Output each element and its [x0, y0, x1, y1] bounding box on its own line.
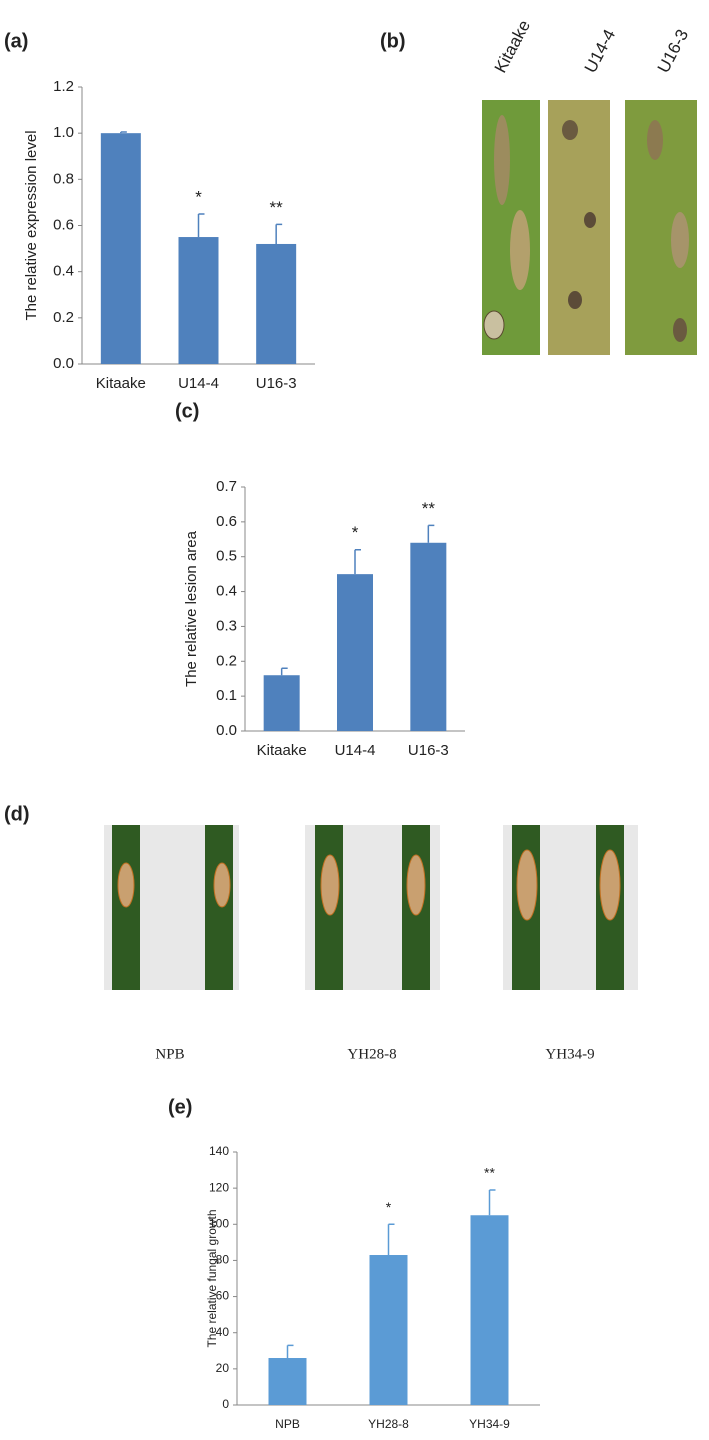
x-tick-label: U14-4	[335, 742, 376, 759]
error-bar	[354, 548, 361, 575]
bar	[470, 1215, 509, 1405]
bar	[268, 1358, 307, 1405]
error-bar	[286, 1344, 294, 1359]
y-tick-label: 120	[209, 1180, 229, 1194]
error-bar	[280, 667, 288, 676]
y-tick-label: 80	[216, 1253, 230, 1267]
y-tick-label: 0.7	[216, 478, 237, 495]
panel-label: (b)	[380, 30, 406, 52]
significance: **	[484, 1165, 495, 1181]
photo-label: YH34-9	[545, 1046, 594, 1062]
bar	[100, 133, 141, 364]
y-tick-label: 60	[216, 1289, 230, 1303]
bar	[369, 1255, 408, 1405]
bar	[263, 675, 300, 731]
y-tick-label: 0.1	[216, 687, 237, 704]
y-tick-label: 0.4	[53, 263, 74, 280]
x-tick-label: U16-3	[408, 742, 449, 759]
significance: *	[386, 1199, 392, 1215]
photo-label: U14-4	[581, 26, 620, 76]
y-tick-label: 0.2	[53, 309, 74, 326]
x-tick-label: YH34-9	[469, 1417, 510, 1431]
y-axis-label: The relative lesion area	[183, 530, 200, 687]
x-tick-label: U16-3	[256, 375, 297, 392]
x-tick-label: NPB	[275, 1417, 300, 1431]
x-tick-label: YH28-8	[368, 1417, 409, 1431]
y-tick-label: 0.6	[53, 216, 74, 233]
y-tick-label: 0.0	[53, 355, 74, 372]
y-tick-label: 0.5	[216, 548, 237, 565]
photo-label: NPB	[155, 1046, 184, 1062]
y-tick-label: 140	[209, 1144, 229, 1158]
y-tick-label: 40	[216, 1325, 230, 1339]
y-tick-label: 0.0	[216, 722, 237, 739]
panel-label: (a)	[4, 30, 28, 52]
bar	[256, 243, 297, 364]
x-tick-label: Kitaake	[257, 742, 307, 759]
y-tick-label: 0.2	[216, 652, 237, 669]
y-tick-label: 0	[222, 1397, 229, 1411]
error-bar	[275, 223, 283, 244]
error-bar	[197, 213, 205, 238]
y-tick-label: 0.4	[216, 583, 237, 600]
y-axis-label: The relative fungal growth	[205, 1209, 219, 1347]
error-bar	[120, 131, 127, 134]
y-tick-label: 20	[216, 1361, 230, 1375]
significance: **	[422, 499, 436, 518]
y-tick-label: 0.3	[216, 617, 237, 634]
y-tick-label: 0.6	[216, 513, 237, 530]
panel-label: (c)	[175, 400, 199, 422]
x-tick-label: Kitaake	[96, 375, 146, 392]
panel-label: (e)	[168, 1096, 192, 1118]
photo-label: YH28-8	[347, 1046, 396, 1062]
y-tick-label: 1.0	[53, 124, 74, 141]
y-tick-label: 0.8	[53, 170, 74, 187]
y-axis-label: The relative expression level	[23, 130, 40, 320]
panel-label: (d)	[4, 803, 30, 825]
bar	[178, 237, 219, 364]
leaf-photo	[482, 100, 697, 355]
significance: *	[352, 523, 359, 542]
photo-label: U16-3	[654, 26, 693, 76]
significance: **	[270, 198, 284, 217]
y-tick-label: 1.2	[53, 78, 74, 95]
bar	[337, 574, 373, 731]
error-bar	[387, 1223, 395, 1256]
photo-label: Kitaake	[491, 17, 534, 76]
significance: *	[195, 187, 202, 206]
bar	[410, 542, 447, 731]
error-bar	[488, 1189, 496, 1216]
error-bar	[427, 524, 435, 543]
y-tick-label: 100	[209, 1216, 229, 1230]
x-tick-label: U14-4	[178, 375, 219, 392]
leaf-photo	[104, 825, 638, 990]
